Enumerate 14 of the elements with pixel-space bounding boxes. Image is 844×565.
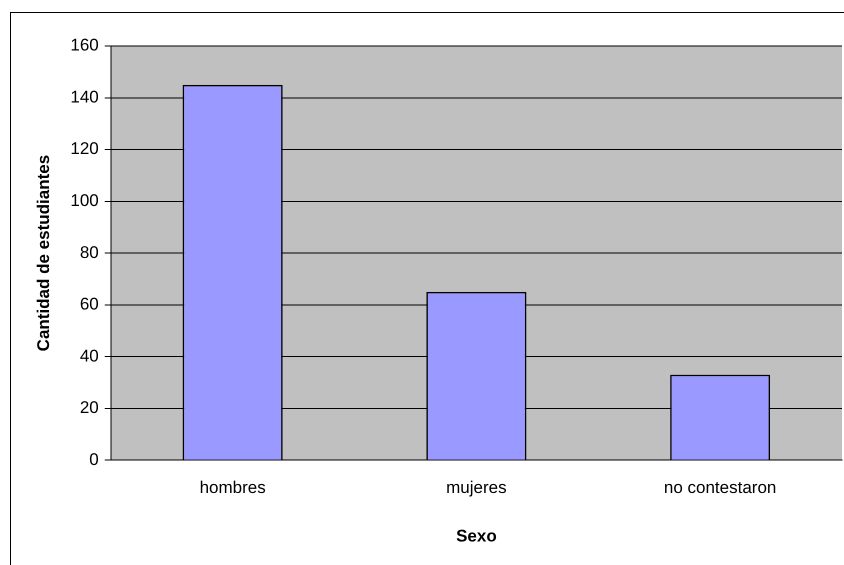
y-tick-label: 40 xyxy=(80,346,99,366)
y-tick-label: 0 xyxy=(89,450,99,469)
y-tick-label: 160 xyxy=(70,36,99,55)
y-tick-label: 140 xyxy=(70,87,99,106)
y-tick-label: 100 xyxy=(70,191,99,210)
y-axis-title: Cantidad de estudiantes xyxy=(34,154,53,352)
y-tick-label: 80 xyxy=(80,242,99,262)
x-tick-label: mujeres xyxy=(446,478,507,498)
y-tick-label: 20 xyxy=(80,398,99,418)
y-tick-label: 120 xyxy=(70,139,99,158)
x-tick-label: hombres xyxy=(200,478,266,498)
x-tick-label: no contestaron xyxy=(664,478,776,498)
x-axis-title: Sexo xyxy=(456,526,497,546)
y-tick-label: 60 xyxy=(80,294,99,314)
